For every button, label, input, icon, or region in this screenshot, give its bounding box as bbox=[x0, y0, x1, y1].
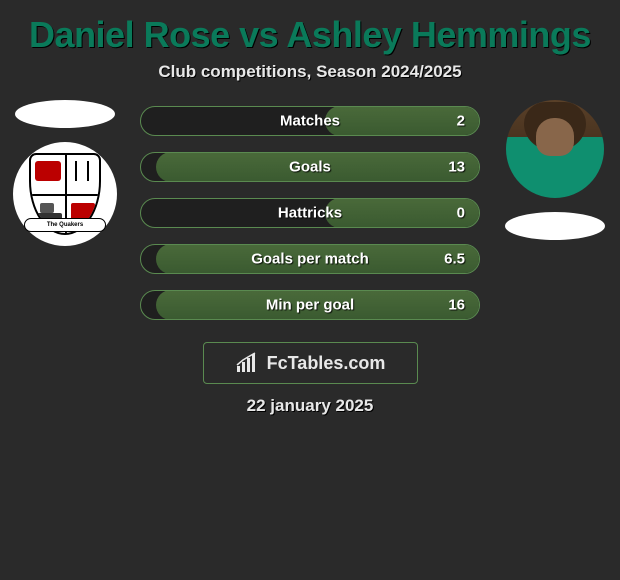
stat-label: Goals per match bbox=[251, 251, 369, 268]
date-label: 22 january 2025 bbox=[0, 396, 620, 416]
stat-value: 2 bbox=[457, 113, 465, 130]
page-title: Daniel Rose vs Ashley Hemmings bbox=[0, 0, 620, 62]
stat-bar-min-per-goal: Min per goal 16 bbox=[140, 290, 480, 320]
player-right-photo bbox=[506, 100, 604, 198]
stat-label: Min per goal bbox=[266, 297, 354, 314]
comparison-card: Daniel Rose vs Ashley Hemmings Club comp… bbox=[0, 0, 620, 416]
club-left-badge: The Quakers bbox=[13, 142, 117, 246]
subtitle: Club competitions, Season 2024/2025 bbox=[0, 62, 620, 100]
stat-label: Matches bbox=[280, 113, 340, 130]
player-left-placeholder bbox=[15, 100, 115, 128]
player-left-column: The Quakers bbox=[10, 100, 120, 246]
brand-name: FcTables.com bbox=[267, 353, 386, 374]
club-right-placeholder bbox=[505, 212, 605, 240]
stat-bar-matches: Matches 2 bbox=[140, 106, 480, 136]
player-right-column bbox=[500, 100, 610, 240]
stat-bar-goals: Goals 13 bbox=[140, 152, 480, 182]
main-row: The Quakers Matches 2 Goals 13 Hattricks… bbox=[0, 100, 620, 320]
stat-value: 13 bbox=[448, 159, 465, 176]
stat-label: Goals bbox=[289, 159, 331, 176]
club-left-banner: The Quakers bbox=[24, 218, 106, 232]
stat-value: 16 bbox=[448, 297, 465, 314]
stat-bar-goals-per-match: Goals per match 6.5 bbox=[140, 244, 480, 274]
stat-label: Hattricks bbox=[278, 205, 342, 222]
stat-bar-hattricks: Hattricks 0 bbox=[140, 198, 480, 228]
bar-chart-icon bbox=[235, 352, 263, 374]
stat-value: 0 bbox=[457, 205, 465, 222]
stat-value: 6.5 bbox=[444, 251, 465, 268]
brand-badge[interactable]: FcTables.com bbox=[203, 342, 418, 384]
stats-column: Matches 2 Goals 13 Hattricks 0 Goals per… bbox=[140, 100, 480, 320]
